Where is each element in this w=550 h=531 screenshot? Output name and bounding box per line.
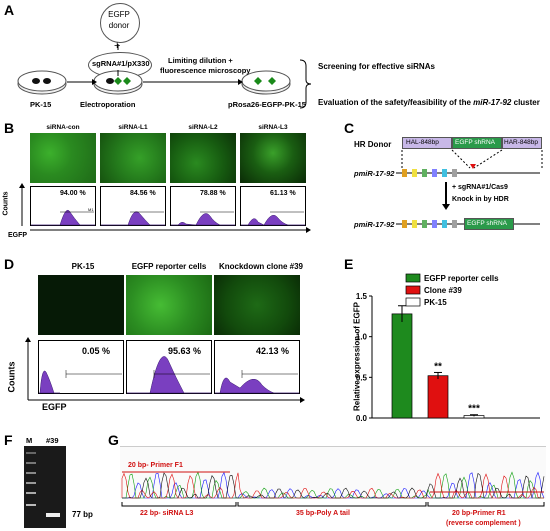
locus-label-2: pmiR-17-92 xyxy=(354,220,395,229)
d-label-knockdown: Knockdown clone #39 xyxy=(218,262,304,271)
egfp-donor-label-2: donor xyxy=(108,21,130,30)
outcome-2: Evaluation of the safety/feasibility of … xyxy=(318,98,540,107)
plasmid-label: sgRNA#1/pX330 xyxy=(92,59,150,68)
micrograph-siRNA-con xyxy=(30,133,96,183)
legend-swatch-2 xyxy=(405,297,421,307)
locus-label-1: pmiR-17-92 xyxy=(354,169,395,178)
panel-d-letter: D xyxy=(4,256,15,272)
egfp-donor-label-1: EGFP xyxy=(108,10,130,19)
gate-label: M1 xyxy=(88,207,94,212)
green-cell-icon xyxy=(123,77,131,85)
hdr-step-2: Knock in by HDR xyxy=(452,196,509,203)
micrograph-knockdown xyxy=(214,275,300,335)
panel-a-letter: A xyxy=(4,2,15,18)
hdr-step-1: + sgRNA#1/Cas9 xyxy=(452,184,508,191)
significance-2: *** xyxy=(468,404,480,415)
y-tick-label: 1.5 xyxy=(356,292,368,301)
shrna-box xyxy=(452,137,502,149)
cell-label-reporter: pRosa26-EGFP-PK-15 xyxy=(228,100,306,109)
chromatogram-trace-3 xyxy=(122,472,545,499)
outcome-1: Screening for effective siRNAs xyxy=(318,62,435,71)
har-label: HAR-848bp xyxy=(504,139,538,146)
micrograph-siRNA-l3 xyxy=(240,133,306,183)
green-cell-icon xyxy=(254,77,262,85)
har-box xyxy=(502,137,542,149)
lane-m-label: M xyxy=(26,436,33,445)
step-limiting-dilution: Limiting dilution + xyxy=(168,56,233,65)
panel-f-letter: F xyxy=(4,432,13,448)
siRNA-label-con: siRNA-con xyxy=(46,124,80,131)
legend-label-2: PK-15 xyxy=(424,298,447,307)
percent-siRNA-l1: 84.56 % xyxy=(130,190,156,197)
significance-1: ** xyxy=(434,361,442,372)
percent-reporter: 95.63 % xyxy=(168,346,202,356)
panel-b-letter: B xyxy=(4,120,15,136)
cell-icon xyxy=(43,78,51,84)
step-fluorescence: fluorescence microscopy xyxy=(160,66,251,75)
d-label-reporter: EGFP reporter cells xyxy=(131,262,207,271)
green-cell-icon xyxy=(268,77,276,85)
y-tick-label: 0.5 xyxy=(356,373,368,382)
sirna-segment-label: 22 bp- siRNA L3 xyxy=(140,510,194,517)
legend-swatch-0 xyxy=(405,273,421,283)
percent-knockdown: 42.13 % xyxy=(256,346,290,356)
micrograph-siRNA-l2 xyxy=(170,133,236,183)
percent-pk15: 0.05 % xyxy=(82,346,111,356)
egfp-donor-circle xyxy=(100,3,140,43)
primer-r1-label-2: (reverse complement ) xyxy=(446,520,521,527)
siRNA-label-l1: siRNA-L1 xyxy=(118,124,148,131)
percent-siRNA-l3: 61.13 % xyxy=(270,190,296,197)
cut-site-icon xyxy=(470,164,476,169)
shrna-label: EGFP shRNA xyxy=(455,139,495,146)
siRNA-label-l3: siRNA-L3 xyxy=(258,124,288,131)
dishes-diagram xyxy=(17,44,312,109)
d-label-pk15: PK-15 xyxy=(71,262,95,271)
egfp-label-d: EGFP xyxy=(42,402,67,412)
lane-39-label: #39 xyxy=(46,436,59,445)
shrna-box-2 xyxy=(464,218,514,230)
legend-label-0: EGFP reporter cells xyxy=(424,274,499,283)
plus-sign: + xyxy=(114,40,121,52)
histogram-pk15 xyxy=(38,340,124,394)
y-tick-label: 0.0 xyxy=(356,414,368,423)
shrna-label-2: EGFP shRNA xyxy=(467,220,507,227)
percent-siRNA-con: 94.00 % xyxy=(60,190,86,197)
hal-box xyxy=(402,137,452,149)
cell-icon xyxy=(106,78,114,84)
hr-donor-label: HR Donor xyxy=(354,140,392,149)
polya-segment-label: 35 bp-Poly A tail xyxy=(296,510,350,517)
green-cell-icon xyxy=(114,77,122,85)
egfp-label-b: EGFP xyxy=(8,232,28,239)
outcome-brace xyxy=(299,59,312,109)
band-77bp xyxy=(46,513,60,517)
legend-label-1: Clone #39 xyxy=(424,286,462,295)
micrograph-pk15 xyxy=(38,275,124,335)
step-electroporation: Electroporation xyxy=(80,100,136,109)
primer-r1-label: 20 bp-Primer R1 xyxy=(452,510,506,517)
micrograph-siRNA-l1 xyxy=(100,133,166,183)
cell-label-pk15: PK-15 xyxy=(30,100,52,109)
band-size-label: 77 bp xyxy=(72,510,93,519)
y-tick-label: 1.0 xyxy=(356,333,368,342)
panel-c-letter: C xyxy=(344,120,355,136)
chromatogram-trace-0 xyxy=(121,471,545,499)
percent-siRNA-l2: 78.88 % xyxy=(200,190,226,197)
primer-f1-label: 20 bp- Primer F1 xyxy=(128,462,183,469)
siRNA-label-l2: siRNA-L2 xyxy=(188,124,218,131)
cell-icon xyxy=(32,78,40,84)
panel-g-letter: G xyxy=(108,432,119,448)
hal-label: HAL-848bp xyxy=(406,139,439,146)
panel-e-letter: E xyxy=(344,256,354,272)
legend-swatch-1 xyxy=(405,285,421,295)
micrograph-reporter xyxy=(126,275,212,335)
